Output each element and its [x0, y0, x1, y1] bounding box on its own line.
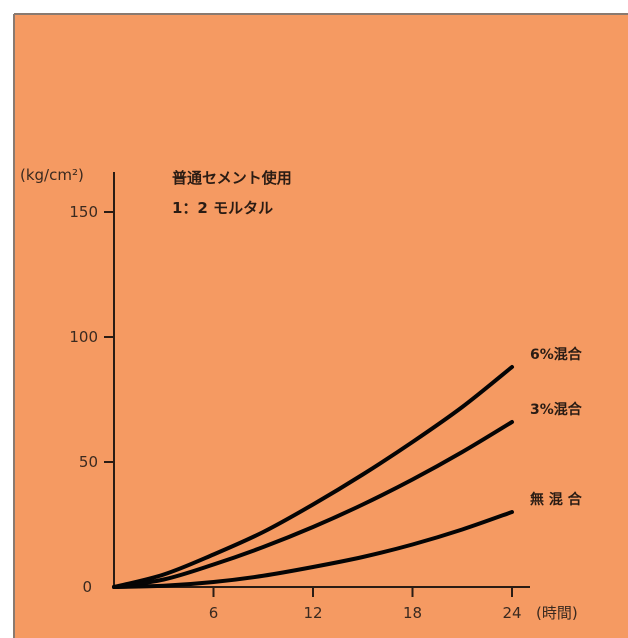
series-label-3pct: 3%混合	[530, 401, 583, 418]
axes	[113, 172, 530, 588]
series-line-6pct	[112, 365, 514, 589]
annotation-cement: 普通セメント使用	[172, 169, 292, 187]
y-axis-label: (kg/cm²)	[20, 166, 84, 184]
series-line-none	[112, 510, 514, 589]
x-tick-label: 18	[403, 604, 422, 622]
series-lines	[112, 365, 514, 589]
y-tick-label: 50	[79, 453, 98, 471]
series-label-none: 無 混 合	[530, 491, 583, 508]
x-axis-label: (時間)	[536, 604, 578, 622]
x-tick-label: 24	[502, 604, 521, 622]
series-labels: 6%混合 3%混合無 混 合	[530, 346, 583, 508]
ticks: 0 50 100 150 6 12 18 24	[69, 203, 521, 622]
x-tick-label: 6	[209, 604, 219, 622]
series-label-6pct: 6%混合	[530, 346, 583, 363]
y-tick-label: 0	[82, 578, 92, 596]
y-tick-label: 150	[69, 203, 98, 221]
x-tick-label: 12	[303, 604, 322, 622]
y-tick-label: 100	[69, 328, 98, 346]
series-line-3pct	[112, 420, 514, 589]
annotation-mortar: 1：2 モルタル	[172, 199, 273, 217]
chart-background	[14, 14, 628, 638]
